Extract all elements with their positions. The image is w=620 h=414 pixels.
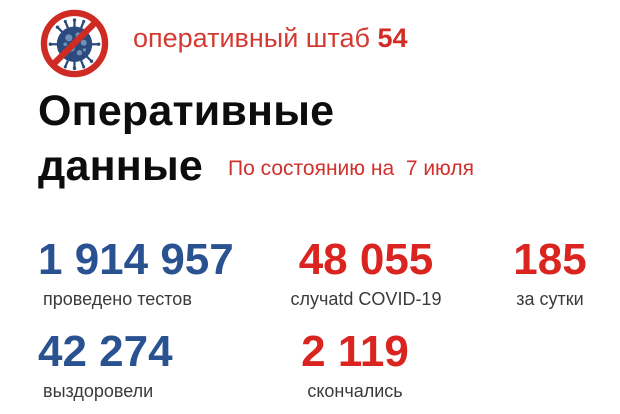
stat-tests-label: проведено тестов: [43, 289, 192, 309]
page-title: Оперативные данные: [38, 84, 334, 194]
brand-text: оперативный штаб: [133, 23, 378, 53]
page-title-line2: данные: [38, 142, 203, 190]
stat-deaths-label: скончались: [307, 381, 403, 401]
stat-tests-value: 1 914 957: [38, 235, 234, 284]
stat-deaths-value: 2 119: [301, 327, 409, 376]
stat-tests: 1 914 957 проведено тестов: [38, 238, 250, 310]
date-note: По состоянию на 7 июля: [228, 157, 474, 180]
no-virus-icon: [39, 8, 110, 79]
stat-cases-value: 48 055: [298, 235, 434, 284]
stat-daily-value: 185: [513, 235, 587, 284]
stat-daily: 185 за сутки: [513, 238, 587, 310]
stat-recovered-value: 42 274: [38, 327, 173, 376]
stat-deaths: 2 119 скончались: [297, 330, 413, 402]
stat-recovered-label: выздоровели: [43, 381, 154, 401]
brand-title: оперативный штаб 54: [133, 21, 408, 55]
stat-cases: 48 055 случаtd COVID-19: [290, 238, 442, 310]
stat-daily-label: за сутки: [516, 289, 584, 309]
stat-cases-label: случаtd COVID-19: [290, 289, 442, 309]
page-title-line1: Оперативные: [38, 87, 335, 135]
stat-recovered: 42 274 выздоровели: [38, 330, 186, 402]
brand-number: 54: [377, 23, 408, 53]
